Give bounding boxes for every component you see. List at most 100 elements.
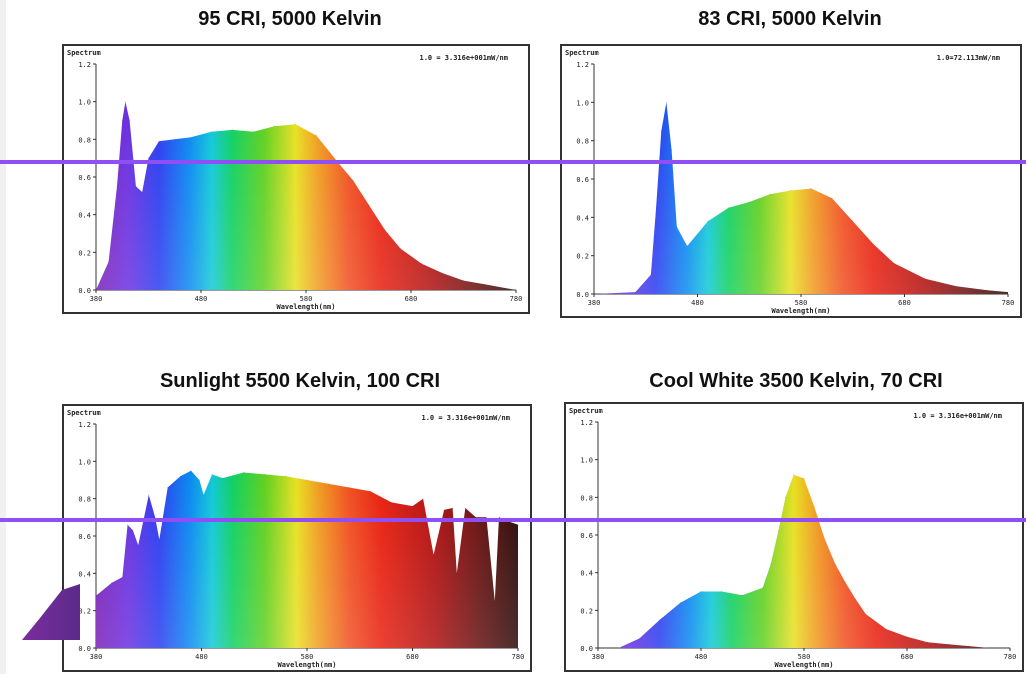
spectrum-point bbox=[189, 136, 192, 138]
spectrum-point bbox=[793, 474, 795, 476]
spectrum-point bbox=[116, 185, 118, 187]
spectrum-point bbox=[399, 248, 402, 250]
spectrum-point bbox=[824, 538, 826, 540]
y-tick-label: 0.0 bbox=[78, 645, 91, 653]
y-axis-label: Spectrum bbox=[67, 409, 101, 417]
x-tick-label: 680 bbox=[901, 653, 914, 661]
spectrum-point bbox=[988, 647, 990, 649]
spectrum-point bbox=[443, 509, 445, 511]
spectrum-point bbox=[352, 180, 354, 182]
spectrum-point bbox=[190, 470, 192, 472]
x-tick-label: 680 bbox=[406, 653, 419, 661]
spectrum-sheen bbox=[598, 474, 1010, 648]
y-tick-label: 0.2 bbox=[78, 608, 91, 616]
x-tick-label: 580 bbox=[798, 653, 811, 661]
y-tick-label: 0.4 bbox=[580, 570, 593, 578]
panel-title-3: Sunlight 5500 Kelvin, 100 CRI bbox=[159, 370, 441, 392]
spectrum-point bbox=[893, 262, 895, 264]
spectrum-point bbox=[485, 516, 487, 518]
spectrum-point bbox=[852, 220, 854, 222]
spectrum-point bbox=[700, 590, 702, 593]
x-tick-label: 480 bbox=[691, 299, 704, 307]
spectrum-point bbox=[494, 600, 496, 602]
spectrum-point bbox=[433, 554, 435, 556]
x-tick-label: 380 bbox=[588, 299, 601, 307]
scale-note: 1.0 = 3.316e+001mW/nm bbox=[419, 54, 508, 62]
spectrum-point bbox=[135, 185, 137, 187]
x-tick-label: 580 bbox=[795, 299, 808, 307]
y-tick-label: 0.0 bbox=[580, 645, 593, 653]
x-tick-label: 780 bbox=[1004, 653, 1017, 661]
spectrum-point bbox=[676, 226, 678, 228]
spectrum-point bbox=[422, 498, 424, 500]
spectrum-point bbox=[141, 191, 143, 193]
y-tick-label: 1.0 bbox=[576, 99, 589, 107]
x-tick-label: 680 bbox=[405, 295, 418, 303]
y-tick-label: 0.0 bbox=[576, 291, 589, 299]
spectrum-point bbox=[650, 274, 652, 276]
spectrum-point bbox=[147, 157, 150, 159]
spectrum-point bbox=[368, 204, 370, 206]
chart-svg: 0.0 0.2 0.4 0.6 0.8 1.0 1.2 380 480 580 680 780 Spec… bbox=[569, 407, 1017, 669]
spectrum-point bbox=[865, 613, 867, 615]
sunlight-overflow-wedge bbox=[22, 584, 80, 640]
spectrum-point bbox=[947, 643, 949, 645]
x-tick-label: 580 bbox=[301, 653, 314, 661]
spectrum-point bbox=[660, 130, 662, 132]
spectrum-point bbox=[659, 619, 661, 621]
spectrum-point bbox=[498, 516, 500, 518]
spectrum-point bbox=[483, 283, 486, 285]
spectrum-point bbox=[834, 562, 836, 564]
panel-title-2: 83 CRI, 5000 Kelvin bbox=[698, 8, 882, 30]
y-tick-label: 1.2 bbox=[78, 61, 91, 69]
x-tick-label: 480 bbox=[695, 653, 708, 661]
scale-note: 1.0 = 3.316e+001mW/nm bbox=[913, 412, 1002, 420]
spectrum-point bbox=[955, 285, 957, 287]
chart-svg: 0.0 0.2 0.4 0.6 0.8 1.0 1.2 380 480 580 680 780 Spec… bbox=[67, 49, 523, 311]
spectrum-point bbox=[790, 189, 792, 192]
spectrum-point bbox=[707, 220, 709, 222]
spectrum-point bbox=[452, 507, 454, 509]
spectrum-chart-4: 0.0 0.2 0.4 0.6 0.8 1.0 1.2 380 480 580 680 780 Spec… bbox=[564, 402, 1024, 672]
spectrum-point bbox=[211, 473, 213, 475]
spectrum-point bbox=[121, 576, 123, 578]
spectrum-point bbox=[769, 193, 771, 195]
spectrum-point bbox=[462, 280, 465, 282]
spectrum-point bbox=[686, 245, 688, 247]
spectrum-point bbox=[515, 289, 517, 291]
spectrum-point bbox=[831, 197, 833, 199]
x-tick-label: 780 bbox=[510, 295, 523, 303]
spectrum-point bbox=[728, 207, 730, 209]
y-tick-label: 0.2 bbox=[580, 607, 593, 615]
spectrum-point bbox=[127, 524, 129, 526]
spectrum-point bbox=[348, 486, 350, 489]
spectrum-point bbox=[986, 289, 988, 291]
spectrum-point bbox=[741, 594, 743, 596]
spectrum-point bbox=[264, 473, 266, 475]
spectrum-point bbox=[968, 645, 970, 647]
spectrum-point bbox=[872, 243, 875, 245]
spectrum-point bbox=[294, 123, 297, 125]
spectrum-point bbox=[95, 289, 97, 291]
spectrum-point bbox=[618, 647, 620, 649]
spectrum-point bbox=[593, 293, 595, 295]
spectrum-point bbox=[597, 647, 599, 649]
y-tick-label: 1.0 bbox=[580, 457, 593, 465]
spectrum-point bbox=[411, 505, 414, 507]
spectrum-point bbox=[121, 119, 123, 122]
chart-svg: 0.0 0.2 0.4 0.6 0.8 1.0 1.2 380 480 580 680 780 Spec… bbox=[565, 49, 1015, 315]
spectrum-point bbox=[154, 516, 156, 518]
spectrum-sheen bbox=[594, 102, 1008, 294]
spectrum-chart-1: 0.0 0.2 0.4 0.6 0.8 1.0 1.2 380 480 580 680 780 Spec… bbox=[62, 44, 530, 314]
panel-title-4: Cool White 3500 Kelvin, 70 CRI bbox=[649, 370, 943, 392]
spectrum-point bbox=[810, 188, 812, 190]
x-tick-label: 780 bbox=[1002, 299, 1015, 307]
spectrum-point bbox=[390, 501, 392, 503]
spectrum-point bbox=[137, 544, 139, 546]
y-tick-label: 0.0 bbox=[78, 287, 91, 295]
y-tick-label: 0.4 bbox=[576, 214, 589, 222]
y-tick-label: 1.0 bbox=[78, 99, 91, 107]
spectrum-point bbox=[813, 506, 815, 508]
x-axis-label: Wavelength(nm) bbox=[276, 303, 335, 311]
spectrum-point bbox=[441, 272, 444, 274]
